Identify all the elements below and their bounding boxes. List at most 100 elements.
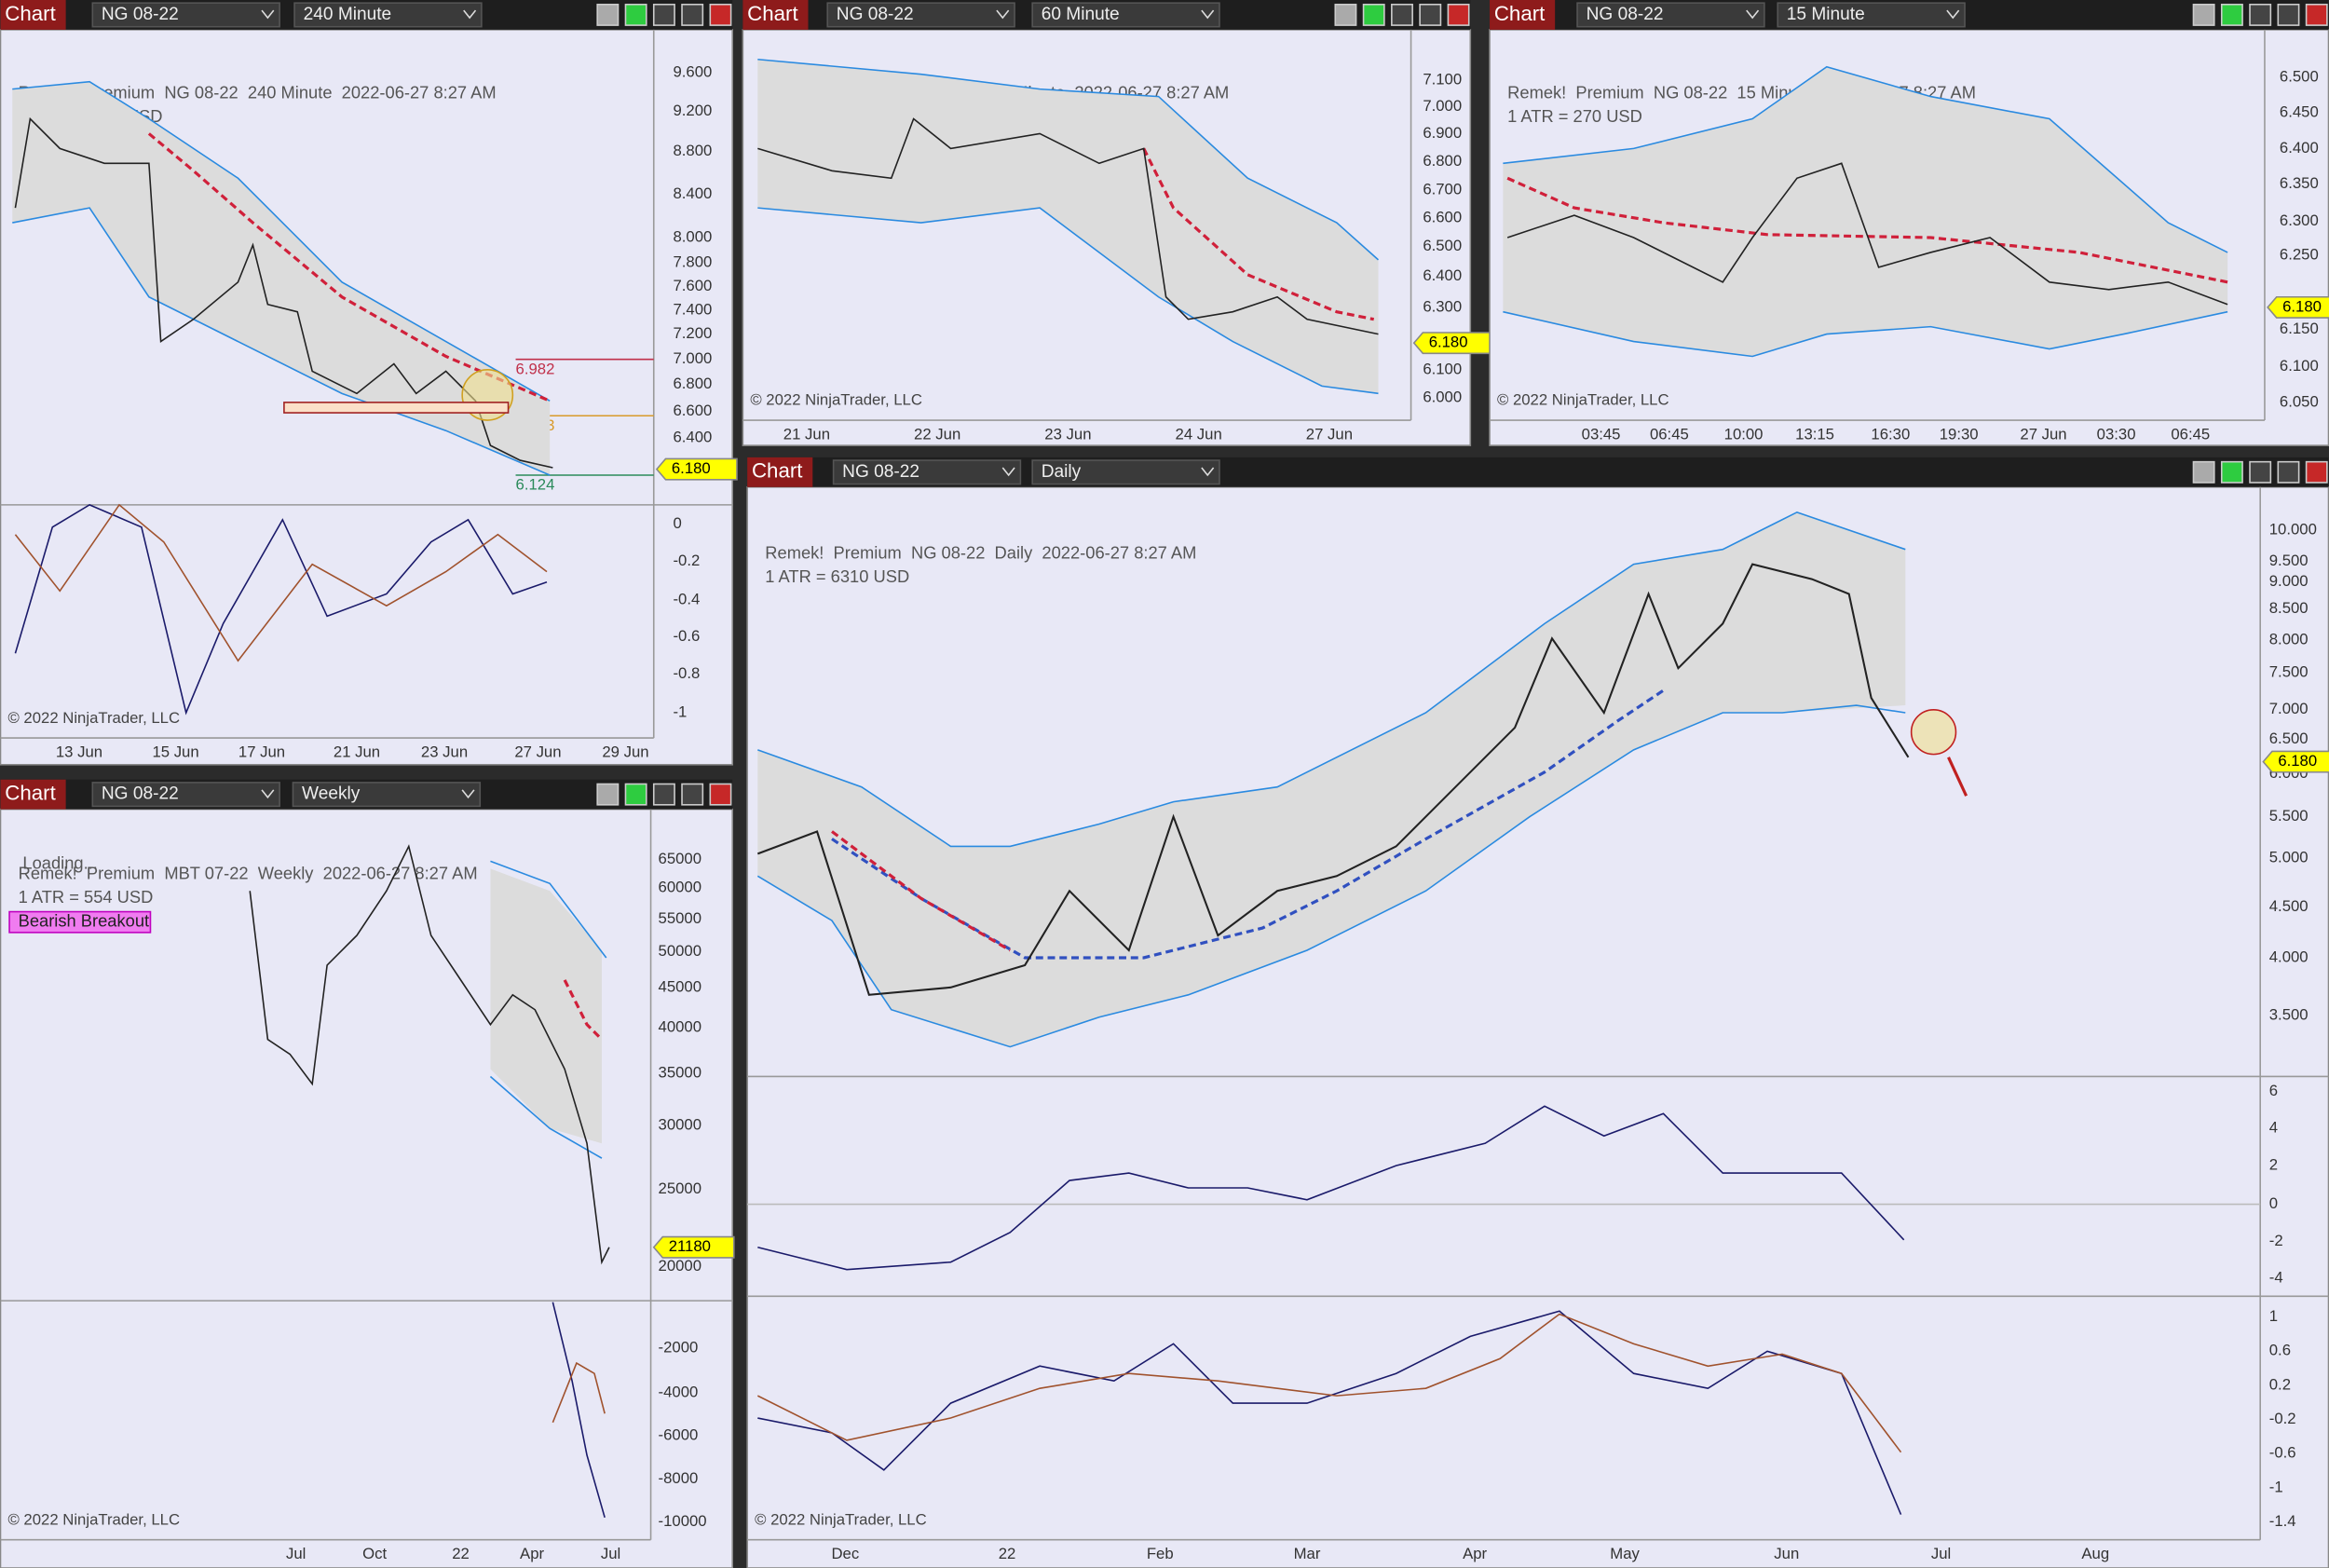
time-label: 13:15 [1795,425,1834,443]
axis-label: -8000 [659,1469,699,1487]
time-label: 15 Jun [152,743,198,760]
time-label: 22 [999,1545,1016,1562]
axis-label: 10.000 [2269,520,2317,538]
instrument-dropdown[interactable] [91,2,280,28]
window-button-green[interactable] [1362,3,1385,26]
interval-text[interactable]: Weekly [302,784,361,804]
copyright: © 2022 NinjaTrader, LLC [1497,391,1669,409]
axis-label: 6.150 [2280,320,2319,337]
window-button-maximize[interactable] [681,783,704,806]
interval-dropdown[interactable] [1777,2,1966,28]
axis-label: 7.000 [2269,700,2309,717]
time-label: Jun [1774,1545,1799,1562]
window-button-close[interactable] [2305,460,2328,484]
dropdown-arrow[interactable] [1201,9,1215,20]
window-button-gray[interactable] [2192,3,2215,26]
axis-label: -4 [2269,1269,2283,1287]
dropdown-arrow[interactable] [1201,467,1215,477]
instrument-text[interactable]: NG 08-22 [102,5,179,24]
window-button-close[interactable] [709,3,732,26]
axis-label: 20000 [659,1257,702,1275]
interval-text[interactable]: 60 Minute [1042,5,1120,24]
chart-label-bg [0,0,66,30]
window-button-gray[interactable] [596,783,620,806]
window-button-minimize[interactable] [1391,3,1413,26]
dropdown-arrow[interactable] [261,789,275,799]
dropdown-arrow[interactable] [996,9,1010,20]
axis-label: 7.500 [2269,662,2309,680]
price-tag: 6.180 [1429,334,1468,351]
chart-label: Chart [1494,2,1546,25]
dropdown-arrow[interactable] [1946,9,1960,20]
instrument-dropdown[interactable] [91,782,280,808]
axis-label: 7.000 [673,349,712,367]
window-button-minimize[interactable] [652,3,675,26]
level-label: 6.124 [516,476,555,494]
instrument-text[interactable]: NG 08-22 [1587,5,1664,24]
window-button-close[interactable] [709,783,732,806]
instrument-dropdown[interactable] [826,2,1015,28]
axis-label: 9.200 [673,102,712,119]
window-button-minimize[interactable] [652,783,675,806]
chart-header: Remek! Premium NG 08-22 240 Minute 2022-… [19,82,497,102]
axis-label: 0 [2269,1194,2278,1212]
axis-label: 8.000 [2269,630,2309,648]
interval-dropdown[interactable] [1031,459,1220,485]
instrument-text[interactable]: NG 08-22 [837,5,914,24]
window-button-maximize[interactable] [2277,460,2300,484]
dropdown-arrow[interactable] [261,9,275,20]
instrument-text[interactable]: NG 08-22 [842,462,919,482]
dropdown-arrow[interactable] [461,789,475,799]
interval-text[interactable]: 15 Minute [1787,5,1865,24]
window-button-minimize[interactable] [2249,460,2272,484]
envelope [757,207,1379,395]
instrument-dropdown[interactable] [832,459,1022,485]
price-tag-bg [2262,750,2329,773]
axis-label: -1.4 [2269,1512,2296,1530]
dropdown-arrow[interactable] [1001,467,1015,477]
window-button-green[interactable] [2220,3,2243,26]
window-button-maximize[interactable] [2277,3,2300,26]
axis-label: 6 [2269,1082,2278,1099]
time-label: May [1610,1545,1640,1562]
axis-label: 7.800 [673,253,712,271]
window-button-maximize[interactable] [681,3,704,26]
axis-label: 5.000 [2269,849,2309,866]
envelope [1503,310,2228,358]
interval-text[interactable]: Daily [1042,462,1082,482]
window-button-close[interactable] [1447,3,1470,26]
window-button-green[interactable] [624,3,647,26]
time-label: Feb [1147,1545,1174,1562]
axis-label: -4000 [659,1383,699,1400]
window-button-gray[interactable] [596,3,620,26]
window-button-maximize[interactable] [1419,3,1442,26]
oscillator [14,503,548,716]
window-button-gray[interactable] [1334,3,1357,26]
axis-label: -10000 [659,1512,707,1530]
interval-dropdown[interactable] [1031,2,1220,28]
instrument-text[interactable]: NG 08-22 [102,784,179,804]
dropdown-arrow[interactable] [463,9,477,20]
histogram-line [757,1105,1905,1271]
window-button-green[interactable] [2220,460,2243,484]
axis-label: -0.2 [2269,1410,2296,1427]
axis-label: 4 [2269,1119,2278,1137]
axis-label: 9.500 [2269,552,2309,569]
interval-dropdown[interactable] [292,782,482,808]
axis-label: 6.300 [1423,297,1462,315]
window-button-minimize[interactable] [2249,3,2272,26]
window-button-gray[interactable] [2192,460,2215,484]
time-label: Aug [2081,1545,2109,1562]
window-button-close[interactable] [2305,3,2328,26]
time-label: Oct [362,1545,387,1562]
interval-dropdown[interactable] [293,2,483,28]
axis-label: -0.6 [2269,1444,2296,1462]
dropdown-arrow[interactable] [1746,9,1760,20]
window-button-green[interactable] [624,783,647,806]
axis-label: -0.6 [673,627,700,645]
axis-label: 45000 [659,977,702,995]
interval-text[interactable]: 240 Minute [304,5,392,24]
atr-text: 1 ATR = 270 USD [1507,106,1642,126]
instrument-dropdown[interactable] [1576,2,1765,28]
axis-label: 6.350 [2280,174,2319,192]
